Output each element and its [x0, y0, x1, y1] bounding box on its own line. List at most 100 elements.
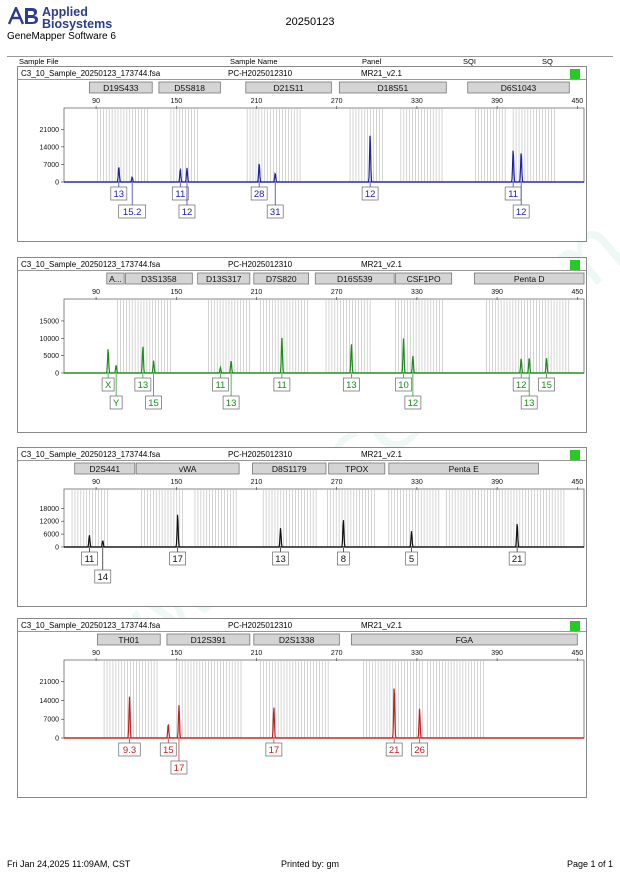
allele-call-box	[250, 186, 268, 201]
allele-call-label: X	[105, 380, 112, 391]
allele-call-label: 15	[163, 745, 174, 756]
allele-call-box	[337, 551, 350, 566]
allele-call-label: 13	[138, 380, 149, 391]
locus-marker: D19S433	[88, 81, 153, 94]
locus-marker-bar	[97, 633, 161, 646]
locus-marker-label: Penta D	[514, 274, 545, 284]
locus-marker: Penta D	[473, 272, 585, 285]
x-tick-label: 450	[571, 289, 583, 296]
panel-title-divider	[18, 270, 586, 271]
allele-call: 26	[411, 739, 428, 757]
allele-call-box	[411, 742, 428, 757]
brand-name-line1: Applied	[42, 5, 88, 19]
x-tick-label: 150	[170, 289, 182, 296]
allele-call: 13	[134, 374, 152, 392]
applied-biosystems-logo-icon	[7, 7, 38, 25]
x-tick-label: 210	[251, 289, 263, 296]
status-flag-icon	[570, 450, 580, 460]
allele-call: 21	[508, 548, 526, 566]
locus-marker-label: TH01	[118, 635, 139, 645]
column-header-sqi: SQI	[463, 57, 476, 66]
allele-call-label: 21	[512, 554, 523, 565]
locus-marker-bar	[252, 462, 327, 475]
locus-marker-bar	[158, 81, 221, 94]
locus-marker-label: CSF1PO	[407, 274, 441, 284]
y-tick-label: 0	[55, 545, 59, 552]
allele-call-label: 11	[277, 380, 287, 391]
allele-call-box	[520, 395, 538, 410]
locus-marker: D5S818	[158, 81, 221, 94]
x-tick-label: 330	[411, 479, 423, 486]
allele-call-box	[134, 377, 152, 392]
locus-marker-bar	[125, 272, 193, 285]
panel-title-divider	[18, 79, 586, 80]
sample-file-name: C3_10_Sample_20250123_173744.fsa	[21, 621, 161, 630]
page-title: 20250123	[285, 16, 335, 28]
electropherogram-panel-green: C3_10_Sample_20250123_173744.fsa PC-H202…	[17, 257, 587, 433]
locus-marker-label: TPOX	[345, 464, 368, 474]
locus-marker: D2S441	[74, 462, 136, 475]
allele-call-label: 5	[409, 554, 414, 565]
x-tick-label: 270	[331, 98, 343, 105]
plot-frame	[63, 659, 585, 739]
x-tick-label: 450	[571, 650, 583, 657]
electropherogram-chart: A... D3S1358 D13S317 D7S820 D16S539 CSF1PO Pen…	[40, 272, 585, 410]
allele-call-box	[118, 204, 147, 219]
allele-call: 13	[520, 374, 538, 410]
allele-call: 13	[272, 548, 289, 566]
column-header-sample-file: Sample File	[19, 57, 59, 66]
y-tick-label: 12000	[40, 519, 60, 526]
header-divider	[7, 56, 613, 57]
column-header-panel: Panel	[362, 57, 382, 66]
locus-marker-label: D21S11	[274, 83, 304, 93]
allele-call: 13	[343, 374, 360, 392]
panel-name: MR21_v2.1	[361, 260, 402, 269]
allele-call-label: 13	[524, 398, 535, 409]
y-tick-label: 14000	[40, 144, 60, 151]
allele-call-label: 31	[270, 207, 281, 218]
allele-call-box	[404, 395, 422, 410]
sample-name: PC-H2025012310	[228, 69, 293, 78]
allele-call-box	[145, 395, 162, 410]
allele-call-box	[101, 377, 115, 392]
locus-marker-label: Penta E	[449, 464, 480, 474]
allele-call-box	[405, 551, 418, 566]
x-tick-label: 90	[92, 650, 100, 657]
locus-marker-bar	[88, 81, 153, 94]
x-tick-label: 390	[491, 650, 503, 657]
locus-marker-bar	[253, 633, 340, 646]
allele-call-label: 11	[175, 189, 185, 200]
allele-call-box	[170, 760, 188, 775]
locus-marker-bar	[253, 272, 310, 285]
locus-marker-label: D3S1358	[141, 274, 177, 284]
x-tick-label: 390	[491, 479, 503, 486]
allele-call-label: 28	[254, 189, 265, 200]
allele-call-label: 26	[414, 745, 425, 756]
locus-marker: vWA	[135, 462, 240, 475]
allele-call: 11	[504, 183, 522, 201]
locus-marker-bar	[467, 81, 570, 94]
allele-call: 11	[212, 374, 229, 392]
locus-marker: D8S1179	[252, 462, 327, 475]
x-tick-label: 90	[92, 289, 100, 296]
locus-marker-label: D2S441	[89, 464, 120, 474]
electropherogram-chart: D19S433 D5S818 D21S11 D18S51 D6S1043 90 150 210…	[40, 81, 585, 219]
y-tick-label: 7000	[43, 717, 59, 724]
allele-call-label: 17	[269, 745, 280, 756]
sample-file-name: C3_10_Sample_20250123_173744.fsa	[21, 450, 161, 459]
y-tick-label: 21000	[40, 127, 60, 134]
allele-call: 8	[337, 548, 350, 566]
column-header-sample-name: Sample Name	[230, 57, 278, 66]
locus-marker: FGA	[351, 633, 578, 646]
x-tick-label: 330	[411, 650, 423, 657]
locus-marker-label: D7S820	[266, 274, 297, 284]
allele-call-label: 9.3	[123, 745, 136, 756]
allele-call-box	[118, 742, 141, 757]
allele-call: 15	[538, 374, 555, 392]
locus-marker: D18S51	[338, 81, 447, 94]
allele-call: 31	[266, 183, 284, 219]
allele-call-box	[169, 551, 186, 566]
allele-call-label: 11	[84, 554, 94, 565]
locus-marker-bar	[106, 272, 125, 285]
locus-marker-bar	[135, 462, 240, 475]
